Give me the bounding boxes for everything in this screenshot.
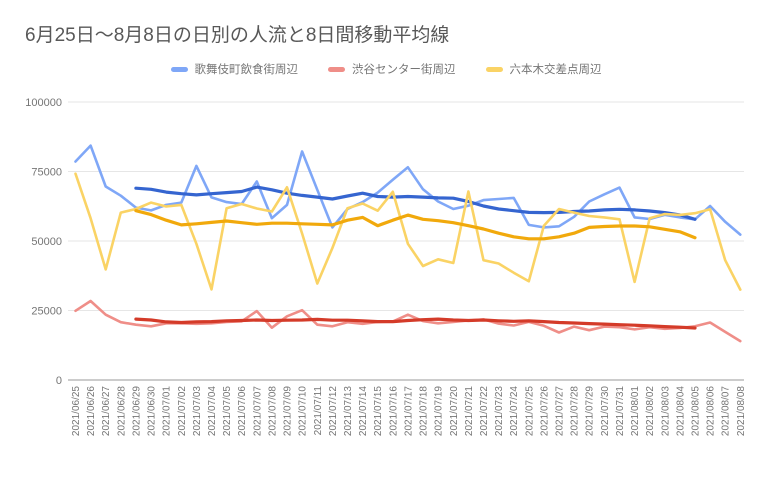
x-axis-label: 2021/07/31 [615, 386, 626, 436]
chart-title: 6月25日〜8月8日の日別の人流と8日間移動平均線 [25, 25, 450, 46]
x-axis-label: 2021/07/16 [388, 386, 399, 436]
x-axis-label: 2021/08/03 [660, 386, 671, 436]
x-axis-label: 2021/07/21 [464, 386, 475, 436]
y-axis-label-0: 0 [56, 375, 62, 387]
x-axis-label: 2021/07/23 [494, 386, 505, 436]
legend-label-kabukicho: 歌舞伎町飲食街周辺 [194, 64, 299, 76]
x-axis-label: 2021/07/27 [555, 386, 566, 436]
x-axis-label: 2021/08/04 [675, 386, 686, 436]
x-axis-label: 2021/06/26 [86, 386, 97, 436]
legend-label-shibuya: 渋谷センター街周辺 [352, 64, 456, 76]
x-axis-label: 2021/07/01 [162, 386, 173, 436]
legend-swatch-blue-icon [170, 66, 188, 72]
x-axis-label: 2021/07/24 [509, 386, 520, 436]
x-axis-label: 2021/07/08 [267, 386, 278, 436]
x-axis-label: 2021/07/26 [539, 386, 550, 436]
x-axis-label: 2021/07/14 [358, 386, 369, 436]
x-axis-label: 2021/08/08 [736, 386, 747, 436]
x-axis-label: 2021/07/02 [177, 386, 188, 436]
legend: 歌舞伎町飲食街周辺 渋谷センター街周辺 六本木交差点周辺 [0, 61, 772, 77]
x-axis-label: 2021/08/06 [706, 386, 717, 436]
series-line-shibuya-ma [134, 317, 697, 330]
series-line-kabukicho-daily [74, 144, 742, 236]
x-axis-label: 2021/07/03 [192, 386, 203, 436]
x-axis-label: 2021/08/02 [645, 386, 656, 436]
x-axis-label: 2021/07/25 [524, 386, 535, 436]
legend-item-kabukicho[interactable]: 歌舞伎町飲食街周辺 [170, 61, 299, 77]
x-axis-label: 2021/07/29 [585, 386, 596, 436]
x-axis-label: 2021/08/01 [630, 386, 641, 436]
y-axis-label-25000: 25000 [31, 306, 62, 318]
series-line-roppongi-ma [134, 209, 697, 241]
x-axis-label: 2021/08/07 [721, 386, 732, 436]
x-axis-label: 2021/06/25 [71, 386, 82, 436]
x-axis-label: 2021/07/17 [403, 386, 414, 436]
y-axis-label-75000: 75000 [31, 167, 62, 179]
legend-label-roppongi: 六本木交差点周辺 [509, 64, 602, 76]
legend-item-shibuya[interactable]: 渋谷センター街周辺 [328, 61, 456, 77]
series-line-roppongi-daily [74, 172, 742, 291]
x-axis-label: 2021/07/18 [419, 386, 430, 436]
x-axis-label: 2021/06/27 [101, 386, 112, 436]
x-axis-label: 2021/07/19 [434, 386, 445, 436]
x-axis-label: 2021/07/15 [373, 386, 384, 436]
y-axis-label-100000: 100000 [25, 97, 62, 109]
x-axis-label: 2021/07/20 [449, 386, 460, 436]
x-axis-label: 2021/06/29 [131, 386, 142, 436]
x-axis-label: 2021/07/13 [343, 386, 354, 436]
x-axis-label: 2021/07/10 [298, 386, 309, 436]
x-axis-label: 2021/07/30 [600, 386, 611, 436]
x-axis-label: 2021/07/12 [328, 386, 339, 436]
x-axis-label: 2021/07/04 [207, 386, 218, 436]
legend-swatch-red-icon [328, 66, 345, 72]
x-axis-label: 2021/06/30 [147, 386, 158, 436]
x-axis-label: 2021/07/07 [252, 386, 263, 436]
x-axis-label: 2021/06/28 [116, 386, 127, 436]
legend-item-roppongi[interactable]: 六本木交差点周辺 [485, 61, 602, 77]
x-axis-label: 2021/07/05 [222, 386, 233, 436]
x-axis-label: 2021/08/05 [691, 386, 702, 436]
x-axis-label: 2021/07/11 [313, 386, 324, 436]
y-axis-label-50000: 50000 [31, 236, 62, 248]
series-line-kabukicho-ma [134, 185, 697, 221]
legend-swatch-yellow-icon [485, 66, 503, 72]
x-axis-label: 2021/07/09 [283, 386, 294, 436]
x-axis-label: 2021/07/22 [479, 386, 490, 436]
x-axis-label: 2021/07/28 [570, 386, 581, 436]
x-axis-label: 2021/07/06 [237, 386, 248, 436]
